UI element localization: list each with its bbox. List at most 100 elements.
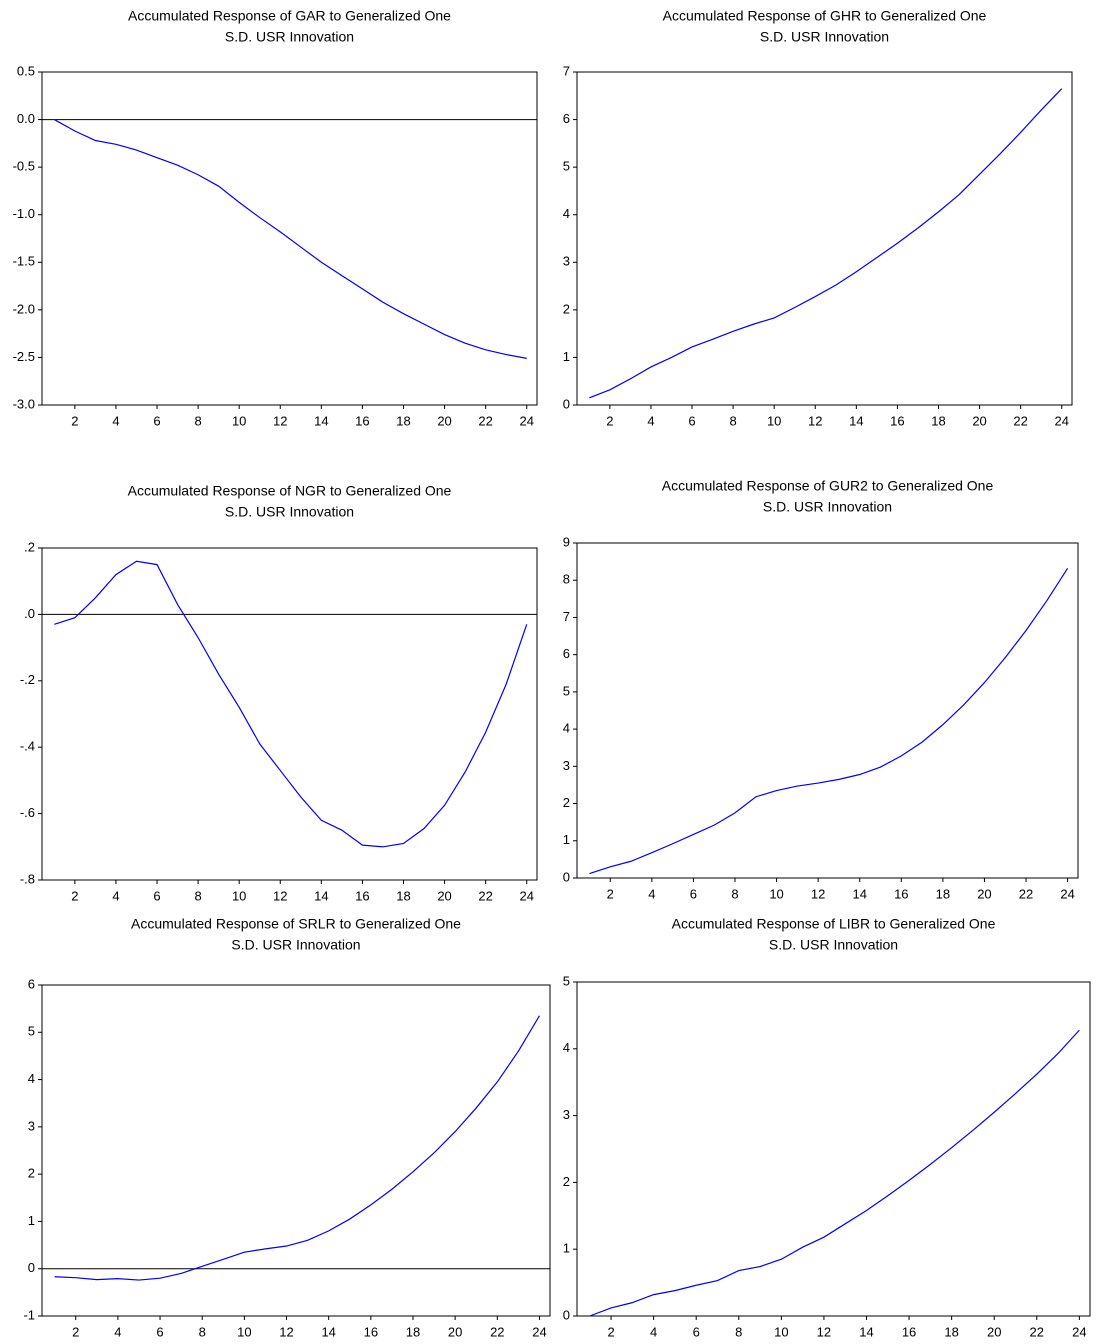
y-tick-label: -.6 <box>20 805 35 820</box>
y-tick-label: -3.0 <box>13 396 35 411</box>
y-tick-label: 0.0 <box>17 111 35 126</box>
y-tick-label: 0 <box>563 396 570 411</box>
x-tick-label: 10 <box>232 413 246 428</box>
chart-title: Accumulated Response of NGR to Generaliz… <box>128 483 452 499</box>
y-tick-label: 6 <box>28 976 35 991</box>
x-tick-label: 22 <box>1013 413 1027 428</box>
x-tick-label: 18 <box>931 413 945 428</box>
x-tick-label: 16 <box>355 413 369 428</box>
y-tick-label: -0.5 <box>13 159 35 174</box>
plot-frame <box>41 984 551 1317</box>
y-tick-label: 4 <box>28 1071 35 1086</box>
y-tick-label: 5 <box>563 159 570 174</box>
x-tick-label: 8 <box>194 413 201 428</box>
x-tick-label: 16 <box>902 1324 916 1339</box>
x-tick-label: 12 <box>279 1324 293 1339</box>
x-tick-label: 22 <box>490 1324 504 1339</box>
y-tick-label: 1 <box>28 1213 35 1228</box>
series-line <box>589 567 1069 875</box>
x-tick-label: 22 <box>478 888 492 903</box>
series-line <box>589 1029 1080 1317</box>
chart-title: S.D. USR Innovation <box>225 504 354 520</box>
y-tick-label: 0 <box>28 1260 35 1275</box>
x-tick-label: 4 <box>647 413 654 428</box>
y-tick-label: 0 <box>563 1307 570 1322</box>
y-tick-label: 7 <box>563 609 570 624</box>
x-tick-label: 20 <box>437 413 451 428</box>
chart-title: Accumulated Response of SRLR to Generali… <box>131 916 461 932</box>
y-tick-label: -2.5 <box>13 349 35 364</box>
x-tick-label: 14 <box>314 888 328 903</box>
x-tick-label: 24 <box>532 1324 546 1339</box>
x-tick-label: 8 <box>199 1324 206 1339</box>
y-tick-label: 1 <box>563 832 570 847</box>
chart-title: Accumulated Response of GHR to Generaliz… <box>663 8 987 24</box>
y-tick-label: 7 <box>563 63 570 78</box>
plot-frame <box>576 71 1073 406</box>
y-tick-label: 4 <box>563 1040 570 1055</box>
y-tick-label: 1 <box>563 349 570 364</box>
x-tick-label: 4 <box>114 1324 121 1339</box>
x-tick-label: 18 <box>944 1324 958 1339</box>
chart-title: Accumulated Response of GUR2 to Generali… <box>662 478 994 494</box>
y-tick-label: 4 <box>563 721 570 736</box>
plot-frame <box>41 547 538 881</box>
x-tick-label: 8 <box>194 888 201 903</box>
chart-title: S.D. USR Innovation <box>763 499 892 515</box>
x-tick-label: 4 <box>112 413 119 428</box>
x-tick-label: 6 <box>156 1324 163 1339</box>
chart-title: Accumulated Response of LIBR to Generali… <box>672 916 996 932</box>
x-tick-label: 14 <box>852 886 866 901</box>
x-tick-label: 6 <box>153 413 160 428</box>
x-tick-label: 12 <box>811 886 825 901</box>
x-tick-label: 24 <box>1072 1324 1086 1339</box>
x-tick-label: 20 <box>448 1324 462 1339</box>
y-tick-label: 9 <box>563 534 570 549</box>
x-tick-label: 6 <box>153 888 160 903</box>
x-tick-label: 6 <box>690 886 697 901</box>
x-tick-label: 16 <box>890 413 904 428</box>
x-tick-label: 22 <box>478 413 492 428</box>
y-tick-label: 3 <box>563 1107 570 1122</box>
y-tick-label: 5 <box>28 1024 35 1039</box>
y-tick-label: 2 <box>563 1174 570 1189</box>
y-tick-label: 1 <box>563 1241 570 1256</box>
series-line <box>54 560 528 848</box>
y-tick-label: 0.5 <box>17 63 35 78</box>
x-tick-label: 2 <box>607 1324 614 1339</box>
y-tick-label: 6 <box>563 111 570 126</box>
x-tick-label: 16 <box>364 1324 378 1339</box>
y-tick-label: 5 <box>563 973 570 988</box>
x-tick-label: 2 <box>71 888 78 903</box>
x-tick-label: 2 <box>72 1324 79 1339</box>
x-tick-label: 24 <box>519 888 533 903</box>
y-tick-label: -.8 <box>20 871 35 886</box>
x-tick-label: 24 <box>519 413 533 428</box>
x-tick-label: 4 <box>112 888 119 903</box>
y-tick-label: 2 <box>563 795 570 810</box>
x-tick-label: 20 <box>437 888 451 903</box>
y-tick-label: -1 <box>23 1307 35 1322</box>
y-tick-label: -1.0 <box>13 206 35 221</box>
x-tick-label: 16 <box>355 888 369 903</box>
x-tick-label: 2 <box>606 413 613 428</box>
x-tick-label: 24 <box>1060 886 1074 901</box>
x-tick-label: 10 <box>769 886 783 901</box>
y-tick-label: 4 <box>563 206 570 221</box>
chart-title: S.D. USR Innovation <box>231 937 360 953</box>
y-tick-label: 5 <box>563 683 570 698</box>
chart-title: S.D. USR Innovation <box>769 937 898 953</box>
x-tick-label: 8 <box>729 413 736 428</box>
x-tick-label: 10 <box>774 1324 788 1339</box>
x-tick-label: 18 <box>406 1324 420 1339</box>
x-tick-label: 14 <box>849 413 863 428</box>
y-tick-label: 3 <box>563 758 570 773</box>
x-tick-label: 6 <box>688 413 695 428</box>
y-tick-label: 0 <box>563 869 570 884</box>
y-tick-label: 2 <box>563 301 570 316</box>
x-tick-label: 8 <box>735 1324 742 1339</box>
x-tick-label: 10 <box>232 888 246 903</box>
x-tick-label: 22 <box>1019 886 1033 901</box>
x-tick-label: 8 <box>731 886 738 901</box>
